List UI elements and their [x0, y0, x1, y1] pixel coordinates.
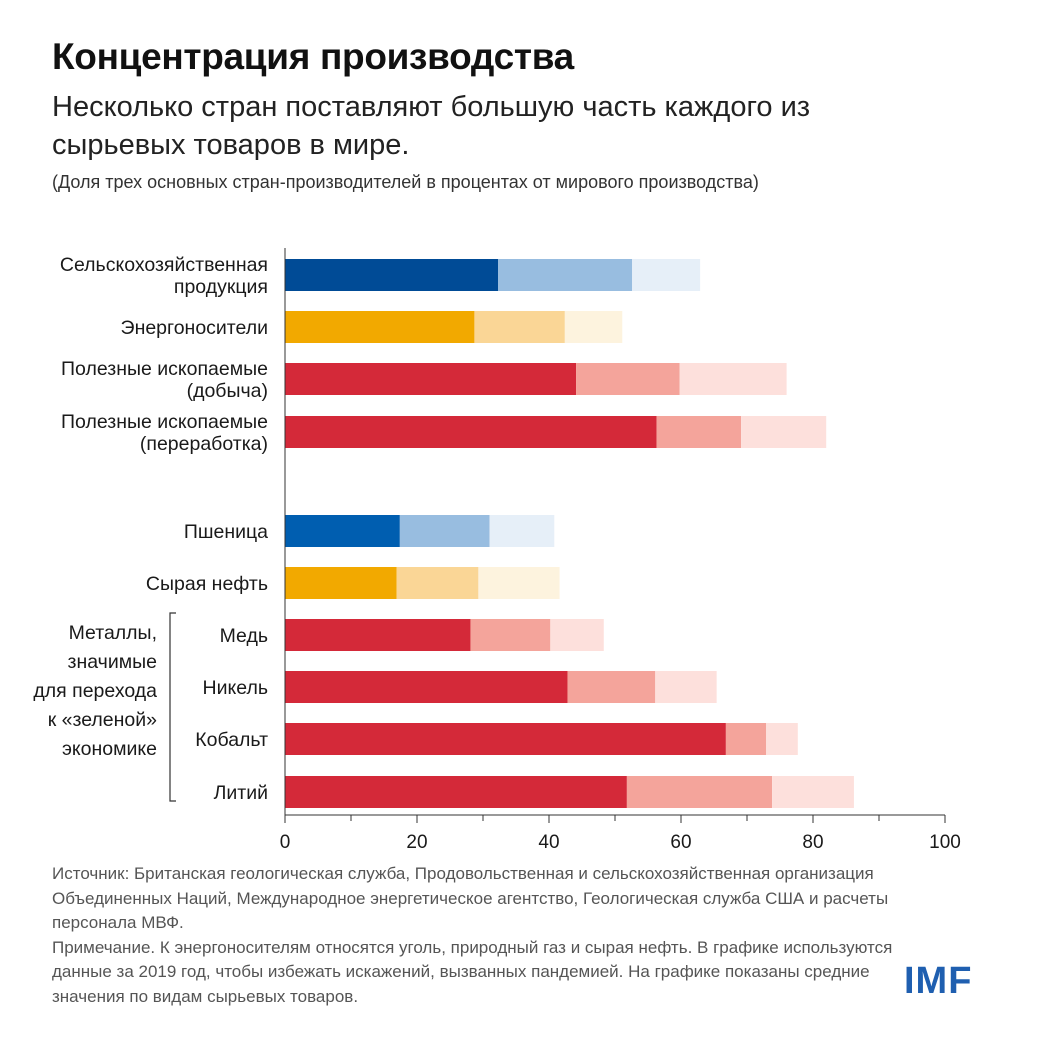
source-note: Источник: Британская геологическая служб… [52, 864, 889, 932]
bar-segment [285, 671, 568, 703]
category-label: продукция [174, 276, 268, 298]
bar-segment [478, 567, 560, 599]
group-label: Металлы, [69, 622, 157, 644]
category-label: Медь [220, 625, 268, 647]
bar-segment [396, 567, 479, 599]
bar-segment [498, 259, 633, 291]
category-label: Литий [214, 782, 268, 804]
bar-segment [399, 515, 490, 547]
bar-segment [285, 567, 397, 599]
bar-segment [632, 259, 701, 291]
bar-segment [550, 619, 604, 651]
group-label: значимые [68, 651, 157, 673]
x-tick-label: 80 [802, 832, 823, 853]
category-label: Полезные ископаемые [61, 358, 268, 380]
bar-segment [741, 416, 827, 448]
bar-segment [489, 515, 555, 547]
category-label: Энергоносители [121, 317, 268, 339]
bar-segment [285, 619, 471, 651]
group-label: экономике [62, 738, 157, 760]
group-label: к «зеленой» [48, 709, 157, 731]
category-label: Сырая нефть [146, 573, 268, 595]
category-label: (добыча) [187, 380, 268, 402]
x-tick-label: 20 [406, 832, 427, 853]
x-tick-label: 40 [538, 832, 559, 853]
bar-segment [285, 776, 627, 808]
bar-segment [285, 259, 499, 291]
x-tick-label: 0 [280, 832, 291, 853]
bar-segment [766, 723, 798, 755]
bar-segment [470, 619, 551, 651]
bar-segment [772, 776, 854, 808]
bar-segment [679, 363, 787, 395]
bar-segment [656, 416, 742, 448]
footer: Источник: Британская геологическая служб… [52, 862, 932, 1009]
bar-segment [474, 311, 565, 343]
bar-segment [285, 311, 475, 343]
bar-segment [626, 776, 773, 808]
chart-title: Концентрация производства [52, 36, 574, 77]
category-label: Кобальт [195, 729, 268, 751]
x-tick-label: 60 [670, 832, 691, 853]
bar-segment [285, 416, 657, 448]
bar-segment [564, 311, 623, 343]
x-tick-label: 100 [929, 832, 961, 853]
bar-segment [576, 363, 680, 395]
group-bracket [169, 612, 176, 802]
bar-segment [285, 363, 577, 395]
bar-segment [725, 723, 767, 755]
category-label: Сельскохозяйственная [60, 254, 268, 276]
units-note: (Доля трех основных стран-производителей… [52, 172, 759, 192]
category-label: Никель [203, 677, 268, 699]
chart-note: Примечание. К энергоносителям относятся … [52, 937, 893, 1006]
bar-segment [285, 515, 400, 547]
category-label: Полезные ископаемые [61, 411, 268, 433]
bar-segment [285, 723, 726, 755]
category-label: Пшеница [184, 521, 268, 543]
imf-logo: IMF [904, 960, 973, 1002]
chart-subtitle: Несколько стран поставляют большую часть… [52, 91, 811, 161]
bar-segment [655, 671, 717, 703]
group-label: для перехода [33, 680, 157, 702]
category-label: (переработка) [140, 433, 268, 455]
bar-segment [567, 671, 656, 703]
